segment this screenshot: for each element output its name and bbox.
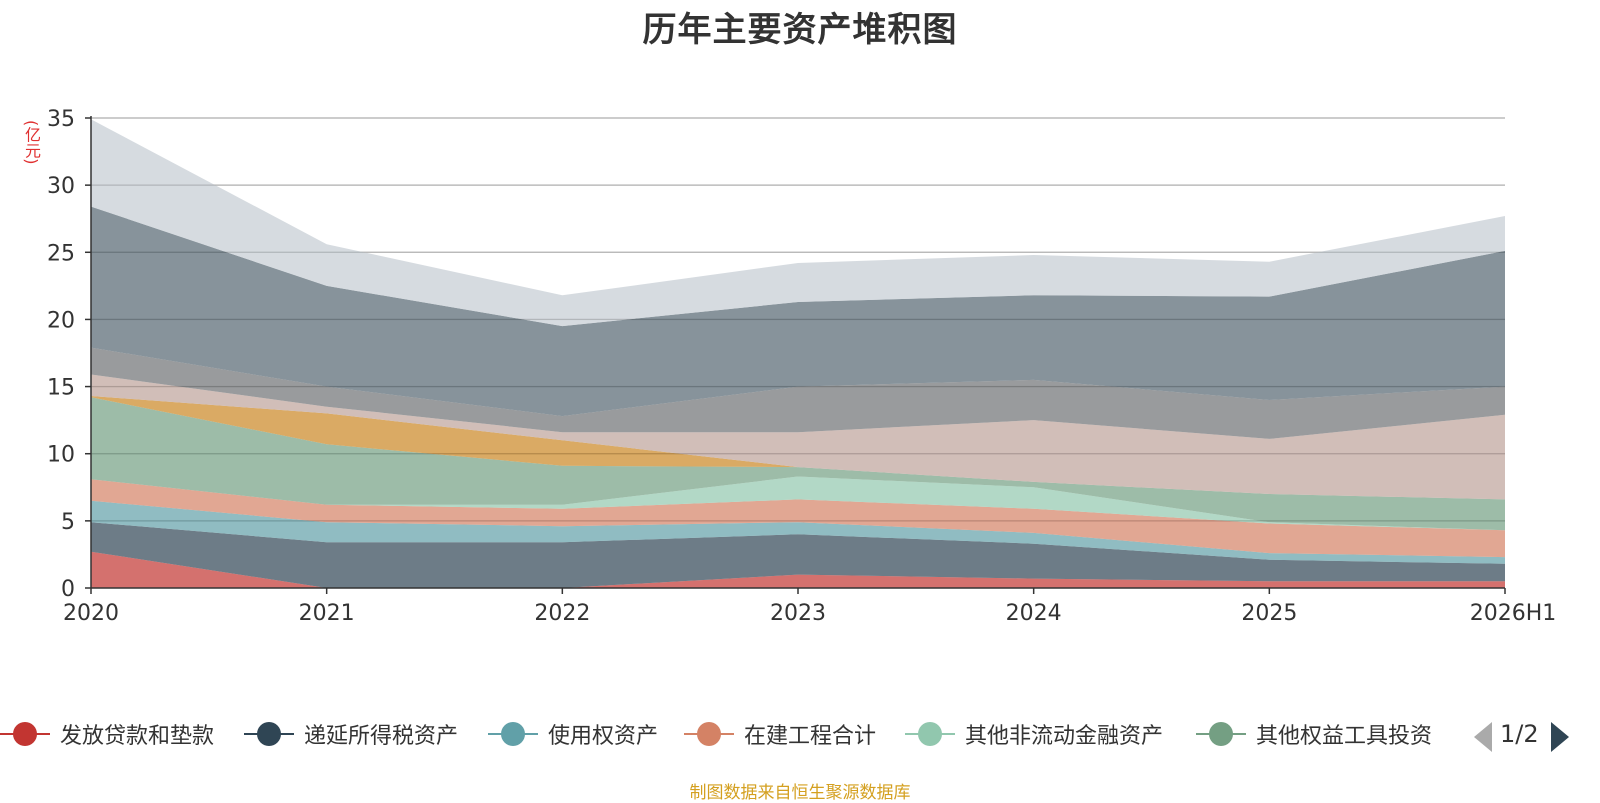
legend-label: 发放贷款和垫款 [60,724,215,749]
area-series-0[interactable] [91,551,1505,588]
x-tick-label: 2021 [299,601,355,626]
legend-marker-icon [684,722,734,746]
x-tick-label: 2024 [1006,601,1062,626]
area-series-2[interactable] [91,500,1505,564]
area-series-8[interactable] [91,347,1505,439]
area-series-6[interactable] [91,396,1505,500]
legend-item-right-of-use[interactable]: 使用权资产 [488,716,658,752]
y-tick-label: 15 [47,376,75,401]
x-tick-label: 2022 [534,601,590,626]
legend-marker-icon [1196,722,1246,746]
legend-item-construction[interactable]: 在建工程合计 [684,716,876,752]
legend-page-indicator: 1/2 [1500,720,1539,748]
x-tick-label: 2026H1 [1470,601,1557,626]
legend-marker-icon [905,722,955,746]
area-series-5[interactable] [91,397,1505,531]
area-series-1[interactable] [91,522,1505,588]
area-series-9[interactable] [91,206,1505,417]
area-series-7[interactable] [91,374,1505,500]
x-tick-label: 2025 [1241,601,1297,626]
y-tick-label: 10 [47,443,75,468]
legend-label: 在建工程合计 [744,724,877,749]
legend-label: 使用权资产 [548,724,659,749]
area-series-3[interactable] [91,479,1505,558]
y-axis-unit-label: (亿元) [22,120,41,165]
area-series-10[interactable] [91,119,1505,327]
x-tick-label: 2020 [63,601,119,626]
legend-marker-icon [244,722,294,746]
legend-label: 其他非流动金融资产 [965,724,1164,749]
chart-title: 历年主要资产堆积图 [642,10,958,50]
x-tick-label: 2023 [770,601,826,626]
legend-item-loans[interactable]: 发放贷款和垫款 [0,716,214,752]
y-tick-label: 5 [61,510,75,535]
legend-next-page-icon[interactable] [1551,722,1569,752]
legend-marker-icon [488,722,538,746]
legend-marker-icon [0,722,50,746]
y-tick-label: 20 [47,308,75,333]
legend-label: 其他权益工具投资 [1256,724,1433,749]
legend-item-other-equity[interactable]: 其他权益工具投资 [1196,716,1432,752]
y-tick-label: 35 [47,107,75,132]
y-tick-label: 30 [47,174,75,199]
legend: 发放贷款和垫款 递延所得税资产 使用权资产 在建工程合计 其他非流动金融资产 其… [0,716,1600,756]
y-tick-label: 25 [47,241,75,266]
legend-label: 递延所得税资产 [304,724,459,749]
legend-item-deferred-tax[interactable]: 递延所得税资产 [244,716,458,752]
area-series-4[interactable] [91,476,1505,531]
source-note: 制图数据来自恒生聚源数据库 [689,783,911,803]
y-tick-label: 0 [61,577,75,602]
legend-prev-page-icon[interactable] [1474,722,1492,752]
legend-item-other-financial[interactable]: 其他非流动金融资产 [905,716,1163,752]
